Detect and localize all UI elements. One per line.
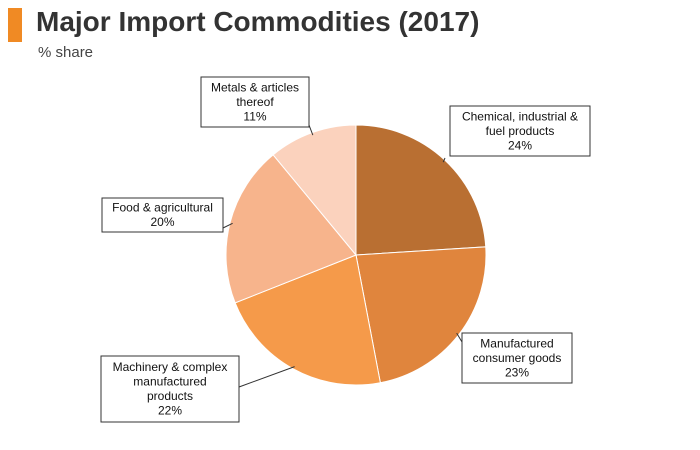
chart-subtitle: % share [38, 44, 94, 61]
slice-value-label: 11% [243, 109, 266, 123]
slice-category-label: Metals & articles [211, 80, 299, 94]
pie-labels: Chemical, industrial & fuel products 24% Ma… [100, 76, 591, 423]
slice-label-4: Food & agricultural 20% [112, 201, 213, 230]
label-box-3 [100, 355, 240, 423]
slice-label-3: Machinery & complex manufactured products 2… [113, 360, 228, 418]
slice-category-label: Manufactured [480, 336, 553, 350]
slice-category-label: Machinery & complex [113, 360, 228, 374]
slice-category-label: consumer goods [473, 351, 562, 365]
slice-category-label: fuel products [486, 124, 555, 138]
slice-value-label: 20% [150, 215, 174, 229]
pie-slice-2 [355, 246, 487, 384]
slice-category-label: manufactured [133, 375, 206, 389]
leader-line-3 [238, 366, 295, 388]
label-box-5 [200, 76, 310, 128]
slice-value-label: 23% [505, 365, 529, 379]
label-box-4 [101, 197, 224, 233]
pie-slice-1 [355, 124, 487, 256]
slice-value-label: 22% [158, 404, 182, 418]
leader-line-4 [222, 222, 233, 229]
pie-slice-4 [225, 154, 357, 304]
slice-label-1: Chemical, industrial & fuel products 24% [462, 109, 578, 152]
label-box-2 [461, 332, 573, 384]
slice-value-label: 24% [508, 138, 532, 152]
pie-slice-3 [234, 254, 381, 386]
title-accent-bar [8, 8, 22, 42]
leader-line-2 [456, 332, 463, 343]
chart-title: Major Import Commodities (2017) [36, 6, 480, 37]
slice-category-label: thereof [236, 95, 274, 109]
slice-category-label: Food & agricultural [112, 201, 213, 215]
leader-line-1 [442, 157, 446, 163]
slice-label-5: Metals & articles thereof 11% [211, 80, 299, 123]
slice-label-2: Manufactured consumer goods 23% [473, 336, 562, 379]
pie-slices [225, 124, 487, 386]
slice-category-label: products [147, 389, 193, 403]
leader-line-5 [308, 124, 314, 136]
label-box-1 [449, 105, 591, 157]
slice-category-label: Chemical, industrial & [462, 109, 578, 123]
